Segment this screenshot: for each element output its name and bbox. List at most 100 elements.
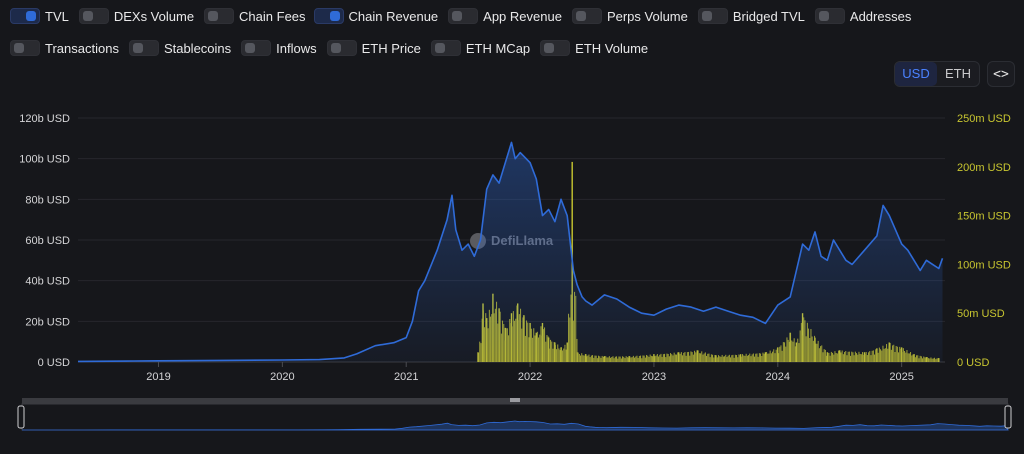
revenue-bar (827, 352, 829, 362)
revenue-bar (581, 353, 583, 362)
toggle-switch[interactable] (697, 8, 728, 24)
toggle-switch[interactable] (326, 40, 357, 56)
toggle-app-revenue[interactable]: App Revenue (448, 6, 562, 26)
revenue-bar (805, 336, 807, 362)
revenue-bar (634, 357, 636, 362)
y-left-tick-label: 120b USD (19, 113, 70, 125)
toggle-label: DEXs Volume (113, 8, 195, 24)
toggle-transactions[interactable]: Transactions (10, 38, 119, 58)
toggle-label: ETH MCap (465, 40, 531, 56)
toggle-knob (818, 11, 829, 21)
revenue-bar (768, 353, 770, 362)
brush-grip-icon[interactable] (510, 398, 520, 402)
toggle-switch[interactable] (204, 8, 235, 24)
revenue-bar (794, 346, 796, 362)
toggle-bridged-tvl[interactable]: Bridged TVL (697, 6, 805, 26)
toggle-perps-volume[interactable]: Perps Volume (571, 6, 688, 26)
revenue-bar (486, 318, 488, 362)
embed-code-button[interactable]: <> (987, 61, 1015, 87)
toggle-tvl[interactable]: TVL (10, 6, 69, 26)
revenue-bar (514, 320, 516, 362)
x-tick-label: 2021 (394, 371, 418, 383)
revenue-bar (528, 337, 530, 362)
toggle-switch[interactable] (241, 40, 272, 56)
toggle-inflows[interactable]: Inflows (241, 38, 317, 58)
revenue-bar (878, 347, 880, 362)
revenue-bar (841, 350, 843, 362)
toggle-switch[interactable] (448, 8, 479, 24)
toggle-chain-fees[interactable]: Chain Fees (204, 6, 306, 26)
toggle-switch[interactable] (128, 40, 159, 56)
revenue-bar (868, 352, 870, 362)
revenue-bar (604, 357, 606, 362)
revenue-bar (767, 353, 769, 362)
revenue-bar (731, 355, 733, 362)
revenue-bar (912, 354, 914, 362)
revenue-bar (608, 356, 610, 362)
revenue-bar (660, 353, 662, 362)
revenue-bar (670, 353, 672, 362)
y-axis-left: 0 USD 20b USD 40b USD 60b USD 80b USD 100b US… (19, 113, 70, 369)
revenue-bar (521, 328, 523, 362)
toggle-switch[interactable] (430, 40, 461, 56)
revenue-bar (662, 354, 664, 362)
revenue-bar (575, 295, 577, 362)
revenue-bar (865, 351, 867, 362)
revenue-bar (541, 322, 544, 362)
revenue-bar (916, 355, 918, 362)
brush-track[interactable] (22, 398, 1008, 404)
revenue-bar (844, 352, 846, 362)
toggle-switch[interactable] (540, 40, 571, 56)
toggle-eth-mcap[interactable]: ETH MCap (430, 38, 531, 58)
revenue-bar (554, 342, 556, 362)
brush-handle-left[interactable] (17, 405, 25, 429)
revenue-bar (707, 353, 709, 362)
revenue-bar (672, 355, 674, 362)
toggle-addresses[interactable]: Addresses (814, 6, 911, 26)
tvl-line (77, 141, 944, 363)
revenue-bar (726, 356, 728, 362)
toggle-switch[interactable] (10, 8, 40, 24)
revenue-bar (688, 351, 690, 362)
revenue-bar (571, 161, 573, 362)
toggle-eth-price[interactable]: ETH Price (326, 38, 421, 58)
toggle-dexs-volume[interactable]: DEXs Volume (78, 6, 195, 26)
revenue-bar (553, 341, 555, 362)
toggle-switch[interactable] (313, 8, 344, 24)
toggle-chain-revenue[interactable]: Chain Revenue (313, 6, 438, 26)
revenue-bar (922, 358, 924, 362)
revenue-bar (695, 352, 697, 362)
revenue-bar (623, 356, 625, 362)
revenue-bar (691, 352, 693, 362)
toggle-knob (544, 43, 555, 53)
revenue-bar (932, 358, 934, 362)
toggle-label: Chain Fees (239, 8, 306, 24)
revenue-bar (739, 354, 742, 362)
revenue-bar (666, 353, 668, 362)
revenue-bar (520, 308, 522, 362)
toggle-stablecoins[interactable]: Stablecoins (128, 38, 231, 58)
revenue-bar (618, 356, 620, 362)
revenue-bar (638, 355, 640, 362)
toggle-switch[interactable] (10, 40, 40, 56)
brush-handle-right[interactable] (1004, 405, 1012, 429)
toggle-eth-volume[interactable]: ETH Volume (540, 38, 648, 58)
toggle-switch[interactable] (78, 8, 109, 24)
revenue-bar (652, 356, 654, 362)
revenue-bar (644, 357, 646, 362)
revenue-bar (566, 345, 568, 362)
unit-option-usd[interactable]: USD (895, 62, 937, 86)
unit-option-eth[interactable]: ETH (945, 66, 971, 81)
revenue-bar (566, 342, 568, 362)
revenue-bar (570, 294, 572, 362)
revenue-bar (829, 355, 831, 362)
revenue-bar (749, 353, 751, 362)
revenue-bar (674, 354, 676, 362)
toggle-switch[interactable] (571, 8, 602, 24)
revenue-bar (809, 338, 811, 362)
revenue-bar (605, 356, 607, 362)
toggle-switch[interactable] (814, 8, 845, 24)
revenue-bar (832, 352, 834, 362)
toggle-label: Transactions (45, 40, 119, 56)
revenue-bar (712, 354, 714, 362)
